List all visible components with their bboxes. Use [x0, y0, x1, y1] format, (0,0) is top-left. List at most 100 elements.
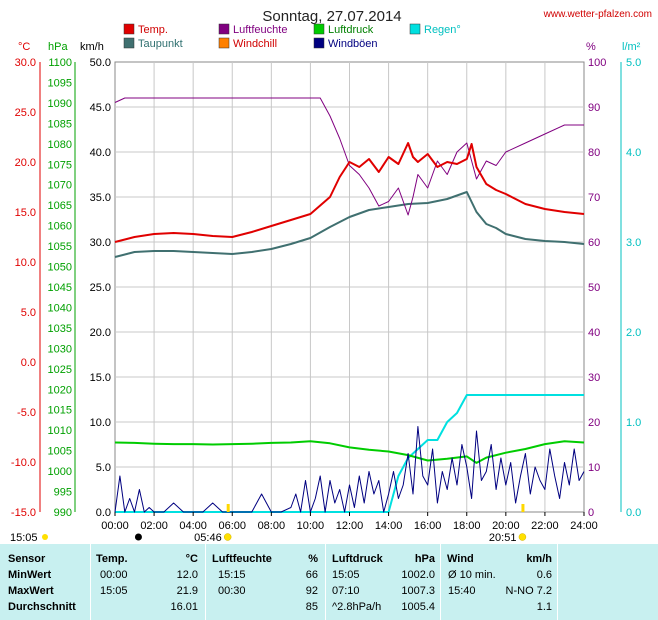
sun-time-label: 20:51 — [489, 532, 517, 544]
table-header-sensor: Sensor — [8, 553, 46, 565]
pct-axis-tick: 30 — [588, 372, 600, 384]
table-temp-value: 16.01 — [170, 601, 198, 613]
x-tick-label: 00:00 — [101, 520, 129, 532]
hpa-axis-tick: 1035 — [48, 323, 72, 335]
table-temp-time: 00:00 — [100, 569, 128, 581]
hpa-axis-tick: 1000 — [48, 466, 72, 478]
series-line-dew — [114, 191, 585, 258]
pct-axis-label: % — [586, 41, 596, 53]
x-tick-label: 06:00 — [218, 520, 246, 532]
sun-marker — [521, 504, 525, 512]
rain-axis-label: l/m² — [622, 41, 641, 53]
table-press-time: ^2.8hPa/h — [332, 601, 382, 613]
legend-label-dew: Taupunkt — [138, 38, 183, 50]
series-line-wind — [114, 426, 585, 513]
temp-axis-tick: -10.0 — [11, 457, 36, 469]
site-link[interactable]: www.wetter-pfalzen.com — [543, 9, 652, 20]
rain-axis-tick: 5.0 — [626, 57, 641, 69]
axis-labels: 30.0 25.0 20.0 15.0 10.0 5.0 0.0 -5.0 -10.0 -15.0… — [11, 41, 641, 519]
hpa-axis-tick: 1005 — [48, 446, 72, 458]
pct-axis-tick: 60 — [588, 237, 600, 249]
x-axis: 00:00 02:00 04:00 06:00 08:00 10:00 12:00 14:00… — [10, 504, 598, 544]
legend-label-windchill: Windchill — [233, 38, 277, 50]
weather-chart: Sonntag, 27.07.2014 www.wetter-pfalzen.c… — [10, 8, 652, 544]
series-line-temp — [114, 142, 585, 243]
table-press-time: 07:10 — [332, 585, 360, 597]
x-tick-label: 12:00 — [336, 520, 364, 532]
kmh-axis-tick: 40.0 — [90, 147, 111, 159]
temp-axis-tick: 20.0 — [15, 157, 36, 169]
hpa-axis-tick: 1025 — [48, 364, 72, 376]
table-hum-value: 92 — [305, 585, 318, 597]
table-wind-time: Ø 10 min. — [448, 569, 496, 581]
hpa-axis-tick: 1060 — [48, 221, 72, 233]
legend-label-wind: Windböen — [328, 38, 378, 50]
table-row-label: MinWert — [8, 569, 52, 581]
table-divider — [557, 544, 558, 620]
temp-axis-tick: 5.0 — [21, 307, 36, 319]
table-hum-time: 00:30 — [218, 585, 246, 597]
table-header-wind-unit: km/h — [526, 553, 552, 565]
x-tick-label: 14:00 — [375, 520, 403, 532]
hpa-axis-tick: 1055 — [48, 241, 72, 253]
table-divider — [325, 544, 326, 620]
table-temp-time: 15:05 — [100, 585, 128, 597]
hpa-axis-tick: 1065 — [48, 200, 72, 212]
rain-axis-tick: 3.0 — [626, 237, 641, 249]
hpa-axis-tick: 1080 — [48, 139, 72, 151]
legend-swatch-temp — [123, 23, 135, 35]
table-press-value: 1007.3 — [401, 585, 435, 597]
kmh-axis-tick: 35.0 — [90, 192, 111, 204]
x-tick-label: 16:00 — [414, 520, 442, 532]
rain-axis-tick: 2.0 — [626, 327, 641, 339]
table-divider — [90, 544, 91, 620]
table-press-value: 1002.0 — [401, 569, 435, 581]
x-tick-label: 24:00 — [570, 520, 598, 532]
legend-swatch-dew — [123, 37, 135, 49]
table-wind-value: 0.6 — [536, 569, 552, 581]
grid — [114, 61, 585, 513]
table-header-press: Luftdruck — [332, 553, 383, 565]
temp-axis-tick: 25.0 — [15, 107, 36, 119]
table-row-label: Durchschnitt — [8, 601, 76, 613]
table-wind-value: 1.1 — [536, 601, 552, 613]
hpa-axis-tick: 1020 — [48, 384, 72, 396]
corner-sun-icon — [42, 534, 48, 540]
table-header-wind: Wind — [447, 553, 474, 565]
hpa-axis-tick: 1045 — [48, 282, 72, 294]
hpa-axis-tick: 995 — [54, 487, 72, 499]
x-tick-label: 08:00 — [258, 520, 286, 532]
table-divider — [440, 544, 441, 620]
temp-axis-tick: 30.0 — [15, 57, 36, 69]
rain-axis-tick: 0.0 — [626, 507, 641, 519]
summary-table: Sensor Temp. °C Luftfeuchte% Luftdruck hPa Win… — [0, 544, 658, 620]
sun-icon — [518, 533, 527, 541]
pct-axis-tick: 70 — [588, 192, 600, 204]
pct-axis-tick: 90 — [588, 102, 600, 114]
plot-area — [114, 97, 585, 513]
hpa-axis-tick: 1100 — [48, 57, 72, 69]
kmh-axis-tick: 0.0 — [96, 507, 111, 519]
pct-axis-tick: 80 — [588, 147, 600, 159]
pct-axis-tick: 10 — [588, 462, 600, 474]
temp-axis-tick: -5.0 — [17, 407, 36, 419]
sun-time-label: 05:46 — [194, 532, 222, 544]
hpa-axis-tick: 1010 — [48, 425, 72, 437]
table-hum-value: 85 — [305, 601, 318, 613]
table-header-temp-unit: °C — [185, 553, 198, 565]
table-divider — [205, 544, 206, 620]
kmh-axis-label: km/h — [80, 41, 104, 53]
hpa-axis-tick: 1030 — [48, 343, 72, 355]
series-line-humidity — [114, 97, 584, 216]
legend-label-pressure: Luftdruck — [328, 24, 374, 36]
pct-axis-tick: 50 — [588, 282, 600, 294]
x-tick-label: 18:00 — [453, 520, 481, 532]
legend: Temp. Luftfeuchte Luftdruck Regen° Taupunkt W… — [123, 23, 461, 50]
legend-swatch-humidity — [218, 23, 230, 35]
table-hum-time: 15:15 — [218, 569, 246, 581]
table-temp-value: 21.9 — [176, 585, 198, 597]
rain-axis-tick: 4.0 — [626, 147, 641, 159]
table-press-time: 15:05 — [332, 569, 360, 581]
x-tick-label: 04:00 — [179, 520, 207, 532]
legend-swatch-windchill — [218, 37, 230, 49]
